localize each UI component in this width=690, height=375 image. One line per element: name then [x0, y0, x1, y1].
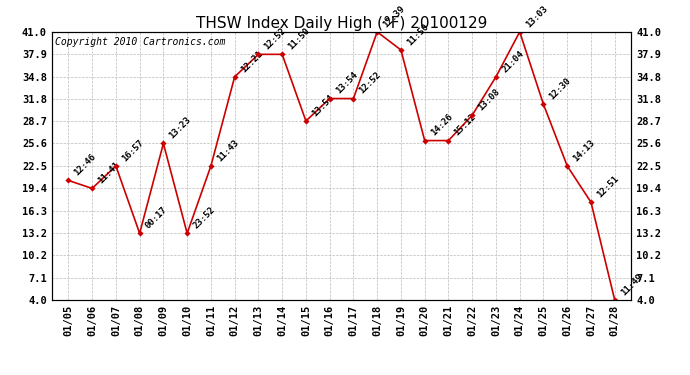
- Text: 12:52: 12:52: [263, 26, 288, 51]
- Text: 15:12: 15:12: [453, 112, 478, 138]
- Point: [229, 74, 240, 80]
- Point: [348, 96, 359, 102]
- Point: [63, 177, 74, 183]
- Point: [300, 118, 311, 124]
- Text: 11:41: 11:41: [97, 160, 121, 186]
- Point: [134, 230, 145, 236]
- Point: [585, 199, 596, 205]
- Point: [562, 163, 573, 169]
- Point: [181, 230, 193, 236]
- Point: [324, 96, 335, 102]
- Text: 12:39: 12:39: [382, 4, 406, 29]
- Text: 11:50: 11:50: [405, 22, 431, 47]
- Text: 13:54: 13:54: [310, 93, 335, 118]
- Point: [609, 297, 620, 303]
- Text: 12:52: 12:52: [357, 70, 383, 96]
- Text: 12:30: 12:30: [548, 76, 573, 102]
- Text: 12:51: 12:51: [595, 174, 620, 200]
- Text: 13:54: 13:54: [334, 70, 359, 96]
- Text: 23:52: 23:52: [191, 205, 217, 231]
- Text: 12:46: 12:46: [72, 152, 98, 178]
- Text: 12:21: 12:21: [239, 49, 264, 74]
- Point: [514, 29, 525, 35]
- Point: [395, 47, 406, 53]
- Point: [110, 163, 121, 169]
- Text: 14:13: 14:13: [571, 138, 597, 163]
- Text: 13:03: 13:03: [524, 4, 549, 29]
- Point: [466, 112, 477, 118]
- Text: Copyright 2010 Cartronics.com: Copyright 2010 Cartronics.com: [55, 37, 225, 47]
- Point: [372, 29, 383, 35]
- Title: THSW Index Daily High (°F) 20100129: THSW Index Daily High (°F) 20100129: [196, 16, 487, 31]
- Text: 14:26: 14:26: [429, 112, 454, 138]
- Text: 11:49: 11:49: [619, 272, 644, 297]
- Point: [253, 51, 264, 57]
- Point: [277, 51, 288, 57]
- Text: 13:08: 13:08: [476, 87, 502, 112]
- Point: [206, 163, 217, 169]
- Point: [87, 185, 98, 191]
- Text: 16:57: 16:57: [120, 138, 146, 163]
- Point: [419, 138, 430, 144]
- Text: 00:17: 00:17: [144, 205, 169, 231]
- Point: [158, 141, 169, 147]
- Text: 11:43: 11:43: [215, 138, 240, 163]
- Text: 21:04: 21:04: [500, 49, 526, 74]
- Point: [538, 101, 549, 107]
- Point: [443, 138, 454, 144]
- Point: [491, 74, 502, 80]
- Text: 13:23: 13:23: [168, 116, 193, 141]
- Text: 11:50: 11:50: [286, 26, 312, 51]
